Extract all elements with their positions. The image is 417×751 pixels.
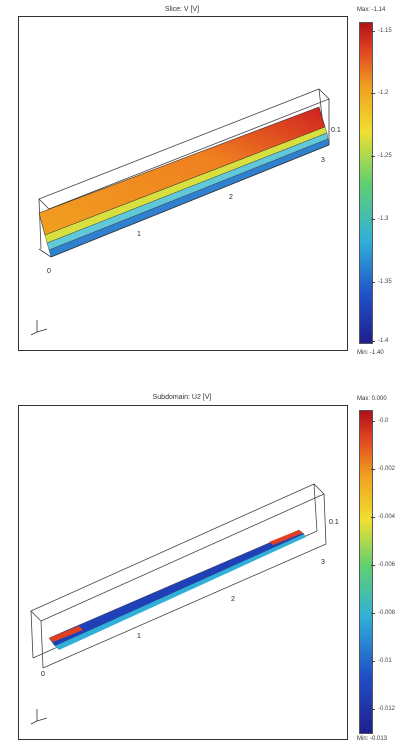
bounding-box-edge: [323, 493, 327, 545]
3d-plot: 0 1 2 3 0.1: [30, 483, 339, 725]
colorbar-tick: -0.012: [370, 706, 396, 712]
subdomain-surface-mid: [55, 534, 306, 650]
bounding-box-edge: [50, 144, 330, 258]
subdomain-surface: [48, 529, 305, 647]
bounding-box-edge: [40, 620, 44, 669]
axis-tick-label: 1: [137, 633, 141, 640]
bounding-box-edge: [30, 610, 34, 659]
colorbar-tick: -1.4: [370, 338, 389, 344]
3d-plot: 0 1 2 3 0.1: [30, 88, 341, 336]
colorbar-tick: -1.15: [371, 28, 392, 34]
bounding-box-edge: [313, 483, 318, 532]
colorbar-tick: -1.2: [370, 90, 389, 96]
subdomain-surface-edge: [49, 626, 83, 642]
axis-tick-label: 1: [137, 231, 141, 238]
axes-triad-icon: [30, 709, 48, 725]
axes-triad-icon: [30, 320, 48, 336]
slice-surface-lower: [46, 132, 329, 251]
colorbar: [359, 22, 373, 344]
colorbar-tick: -0.01: [371, 658, 392, 664]
colorbar-tick: -0.004: [370, 514, 396, 520]
axis-tick-label: 0: [47, 268, 51, 275]
axis-tick-label: 0: [41, 671, 45, 678]
colorbar: [359, 410, 373, 734]
axis-tick-label: 3: [321, 559, 325, 566]
colorbar-max-label: Max: 0.000: [357, 396, 387, 402]
plot-area: 0 1 2 3 0.1: [18, 405, 348, 740]
colorbar-tick: -0.008: [370, 610, 396, 616]
bounding-box-back: [30, 483, 325, 622]
colorbar-tick: -1.35: [371, 279, 392, 285]
colorbar-tick: -0.006: [370, 562, 396, 568]
axis-tick-label: 0.1: [331, 127, 341, 134]
axis-tick-label: 3: [321, 157, 325, 164]
subdomain-plot-panel: Subdomain: U2 [V] 0 1 2 3 0.1: [0, 390, 417, 751]
colorbar-max-label: Max: -1.14: [357, 7, 386, 13]
colorbar-tick: -0.0: [370, 418, 389, 424]
bounding-box-edge: [38, 198, 42, 250]
bounding-box-edge: [38, 248, 52, 258]
plot-area: 0 1 2 3 0.1: [18, 16, 348, 351]
plot-title: Subdomain: U2 [V]: [152, 394, 212, 401]
colorbar-tick: -0.002: [370, 466, 396, 472]
axis-tick-label: 0.1: [329, 519, 339, 526]
axis-tick-label: 2: [229, 194, 233, 201]
axis-tick-label: 2: [231, 596, 235, 603]
colorbar-tick: -1.3: [370, 216, 389, 222]
slice-surface-top: [38, 106, 326, 236]
colorbar-min-label: Min: -0.013: [357, 736, 388, 742]
colorbar-min-label: Min: -1.40: [357, 350, 384, 356]
colorbar-tick: -1.25: [371, 153, 392, 159]
plot-title: Slice: V [V]: [164, 6, 200, 13]
bounding-box-edge: [42, 543, 327, 669]
slice-plot-panel: Slice: V [V] 0 1 2 3 0.1: [0, 0, 417, 365]
slice-surface-mid: [44, 126, 328, 244]
subdomain-surface-edge: [269, 530, 303, 545]
